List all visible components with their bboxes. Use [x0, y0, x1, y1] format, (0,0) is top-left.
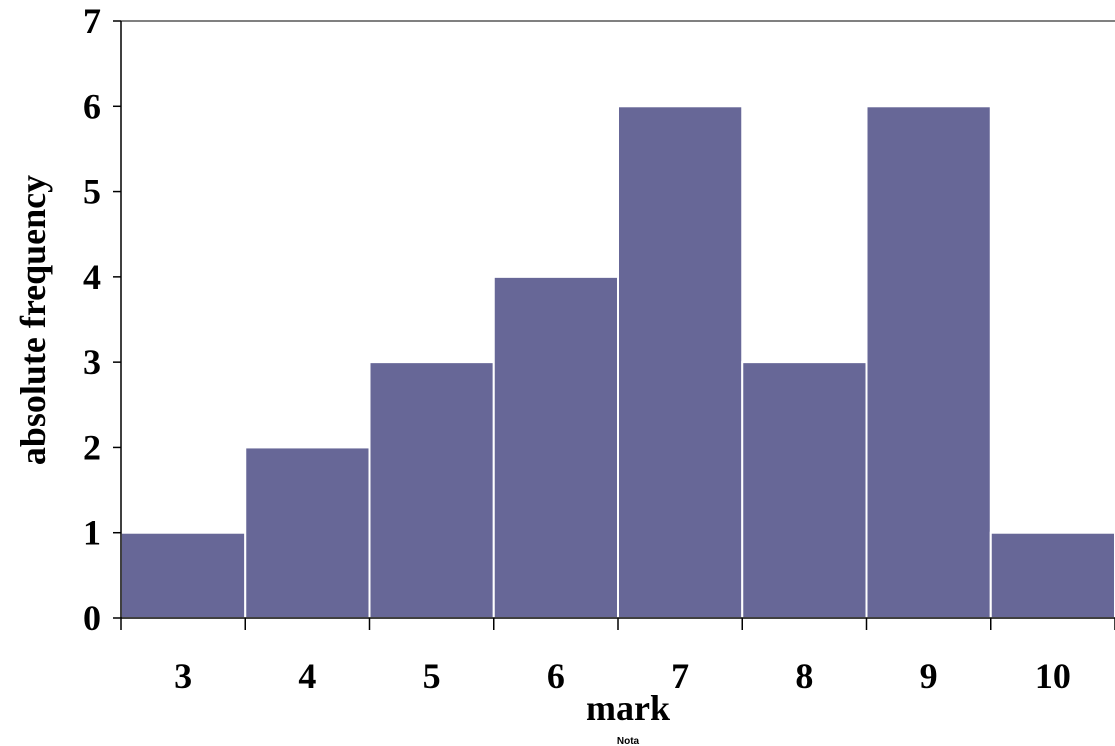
bar-5 — [368, 361, 495, 619]
bar-7 — [617, 105, 744, 620]
y-axis-label: absolute frequency — [13, 175, 53, 465]
x-tick-label-5: 5 — [423, 656, 441, 696]
bar-10 — [989, 531, 1115, 620]
bar-6 — [492, 275, 619, 619]
y-ticks-group: 0 1 2 3 4 5 6 7 — [83, 1, 121, 638]
y-tick-label-6: 6 — [83, 86, 101, 126]
y-tick-label-7: 7 — [83, 1, 101, 41]
x-tick-label-9: 9 — [920, 656, 938, 696]
x-tick-label-3: 3 — [174, 656, 192, 696]
x-axis-secondary-label: Nota — [617, 736, 640, 746]
x-tick-label-10: 10 — [1035, 656, 1071, 696]
x-tick-label-8: 8 — [795, 656, 813, 696]
bars-group — [120, 105, 1115, 620]
bar-8 — [741, 361, 868, 619]
y-tick-label-2: 2 — [83, 427, 101, 467]
x-ticks-group: 3 4 5 6 7 8 9 10 — [120, 618, 1115, 696]
x-axis-label: mark — [586, 688, 670, 728]
bar-9 — [865, 105, 992, 620]
y-tick-label-5: 5 — [83, 172, 101, 212]
y-tick-label-4: 4 — [83, 257, 101, 297]
bar-3 — [120, 531, 247, 620]
y-tick-label-1: 1 — [83, 513, 101, 553]
y-tick-label-3: 3 — [83, 342, 101, 382]
x-tick-label-7: 7 — [671, 656, 689, 696]
x-tick-label-6: 6 — [547, 656, 565, 696]
bar-4 — [244, 446, 371, 619]
y-tick-label-0: 0 — [83, 598, 101, 638]
x-tick-label-4: 4 — [298, 656, 316, 696]
